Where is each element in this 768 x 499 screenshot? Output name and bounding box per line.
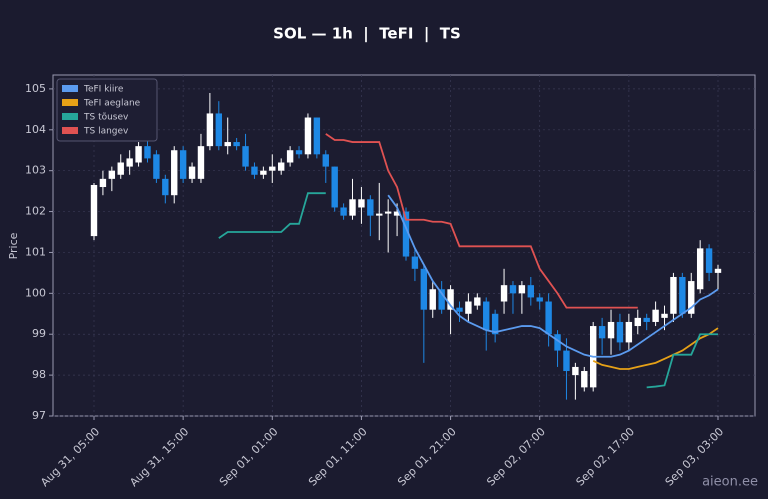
- candle-body: [598, 326, 606, 339]
- candle-body: [438, 289, 445, 310]
- y-axis-label: Price: [7, 232, 20, 259]
- candle-body: [295, 150, 303, 155]
- candle-body: [99, 178, 107, 188]
- candle-body: [358, 199, 365, 208]
- legend-swatch: [62, 99, 78, 106]
- candle-body: [652, 309, 659, 322]
- candle-body: [670, 276, 677, 314]
- candle-body: [269, 166, 276, 171]
- candle-body: [465, 301, 472, 314]
- candle-body: [518, 285, 526, 294]
- candle-body: [233, 142, 240, 147]
- candle-body: [242, 146, 249, 167]
- candle-body: [188, 166, 196, 179]
- candle-body: [527, 285, 534, 298]
- candle-body: [153, 154, 160, 179]
- legend-swatch: [62, 127, 78, 134]
- candle-body: [322, 154, 329, 167]
- candle-body: [714, 268, 722, 273]
- candle-body: [304, 117, 312, 155]
- candle-body: [643, 317, 650, 322]
- candle-body: [563, 350, 570, 372]
- candle-body: [197, 146, 205, 179]
- candle-body: [179, 150, 187, 179]
- candle-body: [661, 313, 668, 318]
- candle-body: [705, 248, 713, 273]
- candle-body: [135, 146, 142, 163]
- candle-body: [215, 113, 222, 147]
- y-tick-label: 102: [25, 205, 46, 218]
- indicator-line: [646, 333, 718, 389]
- candle-body: [313, 117, 321, 155]
- candle-body: [206, 113, 214, 147]
- candle-body: [420, 268, 428, 310]
- candle-body: [411, 256, 419, 269]
- legend-label: TeFI aeglane: [83, 99, 141, 109]
- chart-title: SOL — 1h | TeFI | TS: [273, 25, 461, 44]
- candle-body: [429, 289, 436, 310]
- indicator-line: [325, 133, 638, 309]
- candle-body: [447, 289, 454, 310]
- y-tick-label: 105: [25, 82, 46, 95]
- candle-body: [376, 213, 383, 216]
- candle-body: [162, 178, 169, 196]
- y-tick-label: 97: [32, 409, 46, 422]
- candle-body: [679, 276, 686, 314]
- candle-body: [144, 146, 151, 159]
- legend-swatch: [62, 113, 78, 120]
- candle-body: [572, 366, 579, 376]
- candle-body: [688, 281, 695, 314]
- candle-body: [90, 184, 98, 237]
- candle-body: [331, 166, 338, 208]
- candle-body: [491, 313, 499, 335]
- candle-body: [384, 211, 392, 214]
- candle-body: [483, 301, 490, 331]
- y-tick-label: 100: [25, 286, 46, 299]
- candle-body: [554, 334, 561, 351]
- candle-body: [634, 317, 641, 327]
- candle-body: [456, 307, 463, 312]
- candle-body: [545, 301, 552, 335]
- candle-body: [607, 321, 615, 339]
- legend: TeFI kiire TeFI aeglane TS tõusev TS langev: [56, 78, 158, 142]
- candle-body: [117, 162, 124, 175]
- candle-body: [474, 297, 481, 306]
- candle-body: [108, 170, 116, 179]
- y-tick-label: 98: [32, 368, 46, 381]
- legend-label: TeFI kiire: [83, 85, 124, 95]
- candle-body: [500, 285, 508, 302]
- candle-body: [224, 142, 231, 147]
- y-tick-label: 101: [25, 245, 46, 258]
- candle-body: [349, 199, 356, 216]
- indicator-line: [387, 194, 719, 358]
- candle-body: [367, 199, 374, 216]
- candle-body: [696, 248, 704, 290]
- watermark: aieon.ee: [702, 475, 758, 490]
- candle-body: [171, 150, 178, 196]
- legend-swatch: [62, 85, 78, 92]
- y-tick-label: 104: [25, 123, 46, 136]
- y-tick-label: 103: [25, 164, 46, 177]
- legend-label: TS langev: [83, 127, 129, 137]
- candle-body: [581, 371, 588, 388]
- indicator-line: [218, 192, 326, 239]
- candle-body: [402, 211, 410, 257]
- candle-body: [393, 211, 401, 216]
- candle-body: [340, 207, 347, 216]
- candle-body: [126, 158, 133, 167]
- candle-body: [616, 321, 624, 343]
- candle-body: [625, 321, 633, 343]
- candle-body: [278, 162, 285, 171]
- candle-body: [536, 297, 543, 302]
- candle-body: [509, 285, 517, 294]
- y-tick-label: 99: [32, 327, 46, 340]
- candle-body: [260, 170, 267, 175]
- legend-label: TS tõusev: [83, 113, 129, 123]
- candle-body: [286, 150, 294, 163]
- legend-box: [56, 78, 158, 142]
- candle-body: [251, 166, 258, 175]
